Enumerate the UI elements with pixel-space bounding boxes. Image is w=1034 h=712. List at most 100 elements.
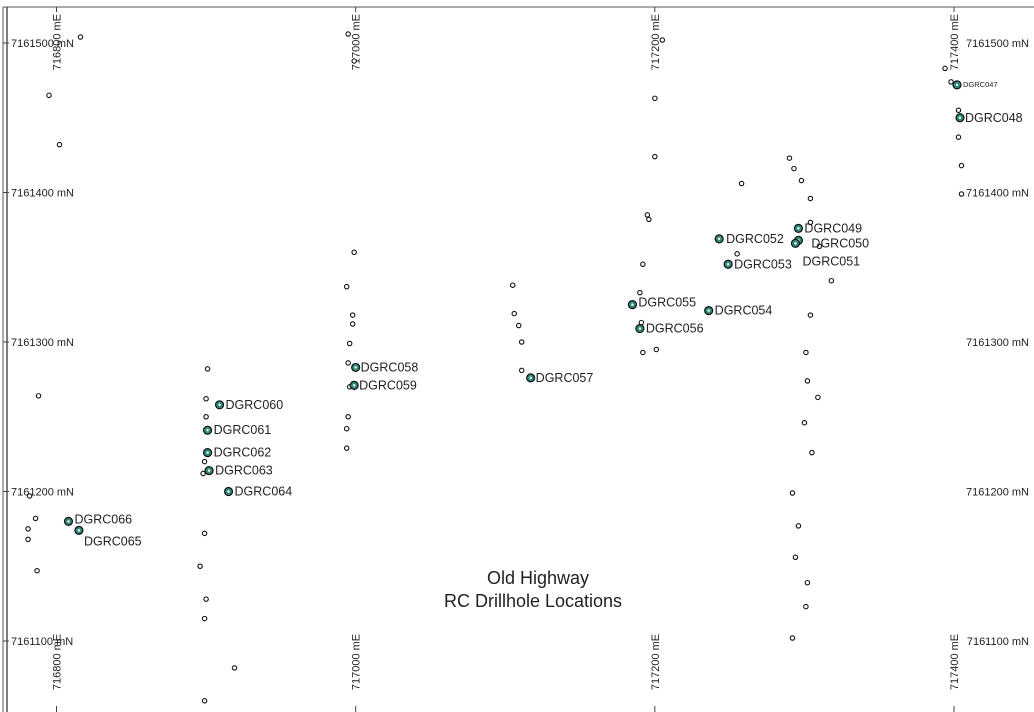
drillhole-marker xyxy=(32,515,39,522)
northing-label-right: 7161200 mN xyxy=(966,487,1029,499)
drillhole-label-dgrc065: DGRC065 xyxy=(84,534,142,548)
drillhole-collar-dot xyxy=(717,237,721,241)
drillhole-collar-dot xyxy=(638,327,642,330)
drillhole-collar-dot xyxy=(529,376,532,380)
easting-label-bottom: 717000 mE xyxy=(351,634,363,690)
drillhole-layer xyxy=(25,31,965,704)
drillhole-collar-dot xyxy=(218,403,221,406)
drillhole-collar-dot xyxy=(958,116,962,119)
drillhole-marker xyxy=(807,195,814,202)
drillhole-marker xyxy=(652,153,658,160)
drillhole-marker xyxy=(659,37,666,43)
drillhole-marker xyxy=(201,698,208,704)
drillhole-marker xyxy=(509,282,516,288)
drillhole-collar-dot xyxy=(67,520,70,523)
drillhole-marker xyxy=(201,615,208,622)
map-title-line-2: RC Drillhole Locations xyxy=(444,591,622,611)
drillhole-marker xyxy=(345,413,351,420)
drillhole-marker xyxy=(511,310,517,317)
drillhole-marker xyxy=(955,107,962,114)
drillhole-marker xyxy=(637,289,643,296)
easting-label-bottom: 716800 mE xyxy=(52,634,64,690)
drillhole-marker xyxy=(343,283,350,290)
drillhole-label-dgrc064: DGRC064 xyxy=(235,485,293,499)
drillhole-marker xyxy=(203,596,209,602)
drillhole-marker xyxy=(77,34,84,40)
drillhole-marker xyxy=(35,393,42,399)
drillhole-marker xyxy=(801,419,808,426)
drillhole-marker xyxy=(948,79,954,85)
northing-label-right: 7161500 mN xyxy=(966,38,1029,50)
easting-label-top: 716800 mE xyxy=(52,14,64,70)
drillhole-marker xyxy=(201,458,208,465)
northing-label-left: 7161400 mN xyxy=(11,188,74,200)
drillhole-collar-dot xyxy=(207,469,211,472)
drillhole-marker xyxy=(345,31,351,37)
drillhole-label-dgrc057: DGRC057 xyxy=(536,371,594,385)
drillhole-marker xyxy=(646,216,652,223)
easting-label-top: 717400 mE xyxy=(949,14,961,70)
drillhole-marker xyxy=(34,567,40,574)
drillhole-marker xyxy=(231,665,238,671)
drillhole-marker xyxy=(738,180,745,187)
northing-label-left: 7161300 mN xyxy=(11,337,74,349)
drillhole-marker xyxy=(789,490,796,496)
drillhole-marker xyxy=(351,58,357,64)
drillhole-label-dgrc052: DGRC052 xyxy=(726,232,784,246)
drillhole-label-dgrc055: DGRC055 xyxy=(638,296,696,310)
drillhole-label-dgrc047: DGRC047 xyxy=(963,80,998,89)
drillhole-label-dgrc053: DGRC053 xyxy=(734,257,792,271)
drillhole-collar-dot xyxy=(794,242,797,245)
drillhole-marker xyxy=(25,526,31,532)
drillhole-label-dgrc060: DGRC060 xyxy=(226,398,284,412)
drillhole-label-dgrc048: DGRC048 xyxy=(965,111,1023,125)
northing-label-right: 7161100 mN xyxy=(967,636,1029,648)
drillhole-collar-dot xyxy=(77,529,81,532)
drillhole-marker xyxy=(349,321,356,327)
easting-label-bottom: 717400 mE xyxy=(949,634,961,690)
drillhole-marker xyxy=(652,95,658,102)
drillhole-marker xyxy=(201,530,208,537)
drillhole-marker xyxy=(804,579,811,586)
drillhole-collar-dot xyxy=(206,429,209,432)
drillhole-marker xyxy=(792,554,799,561)
drillhole-marker xyxy=(815,394,821,401)
drillhole-label-dgrc054: DGRC054 xyxy=(715,304,773,318)
drillhole-marker xyxy=(343,445,350,451)
drillhole-marker xyxy=(346,340,353,347)
northing-label-left: 7161500 mN xyxy=(11,38,74,50)
drillhole-marker xyxy=(197,563,203,569)
northing-label-left: 7161200 mN xyxy=(11,487,74,499)
drillhole-marker xyxy=(203,396,209,402)
drillhole-marker xyxy=(640,261,646,268)
drillhole-label-dgrc062: DGRC062 xyxy=(214,446,272,460)
drillhole-collar-dot xyxy=(726,263,730,266)
drillhole-marker xyxy=(343,425,350,432)
drillhole-marker xyxy=(349,312,356,318)
drillhole-marker xyxy=(518,367,525,374)
drillhole-collar-dot xyxy=(352,384,356,387)
drillhole-marker xyxy=(25,536,31,543)
map-title-line-1: Old Highway xyxy=(487,568,589,588)
drillhole-collar-dot xyxy=(206,451,209,454)
drillhole-collar-dot xyxy=(354,366,357,369)
grid-layer: 716800 mE 716800 mE 717000 mE 717000 mE 7172… xyxy=(3,7,1029,712)
drillhole-marker xyxy=(791,165,797,172)
drillhole-marker xyxy=(828,277,835,284)
drillhole-label-dgrc051: DGRC051 xyxy=(802,254,860,268)
drillhole-marker xyxy=(789,635,796,641)
drillhole-marker xyxy=(640,349,646,356)
drillhole-marker xyxy=(518,339,525,345)
drillhole-marker xyxy=(26,493,33,499)
drillhole-marker xyxy=(958,162,965,169)
drillhole-label-dgrc049: DGRC049 xyxy=(804,221,862,235)
drillhole-marker xyxy=(809,449,815,456)
drillhole-marker xyxy=(56,141,63,148)
drillhole-marker xyxy=(803,603,809,610)
drillhole-marker xyxy=(204,366,211,372)
easting-label-top: 717200 mE xyxy=(650,14,662,70)
drillhole-marker xyxy=(200,470,206,477)
